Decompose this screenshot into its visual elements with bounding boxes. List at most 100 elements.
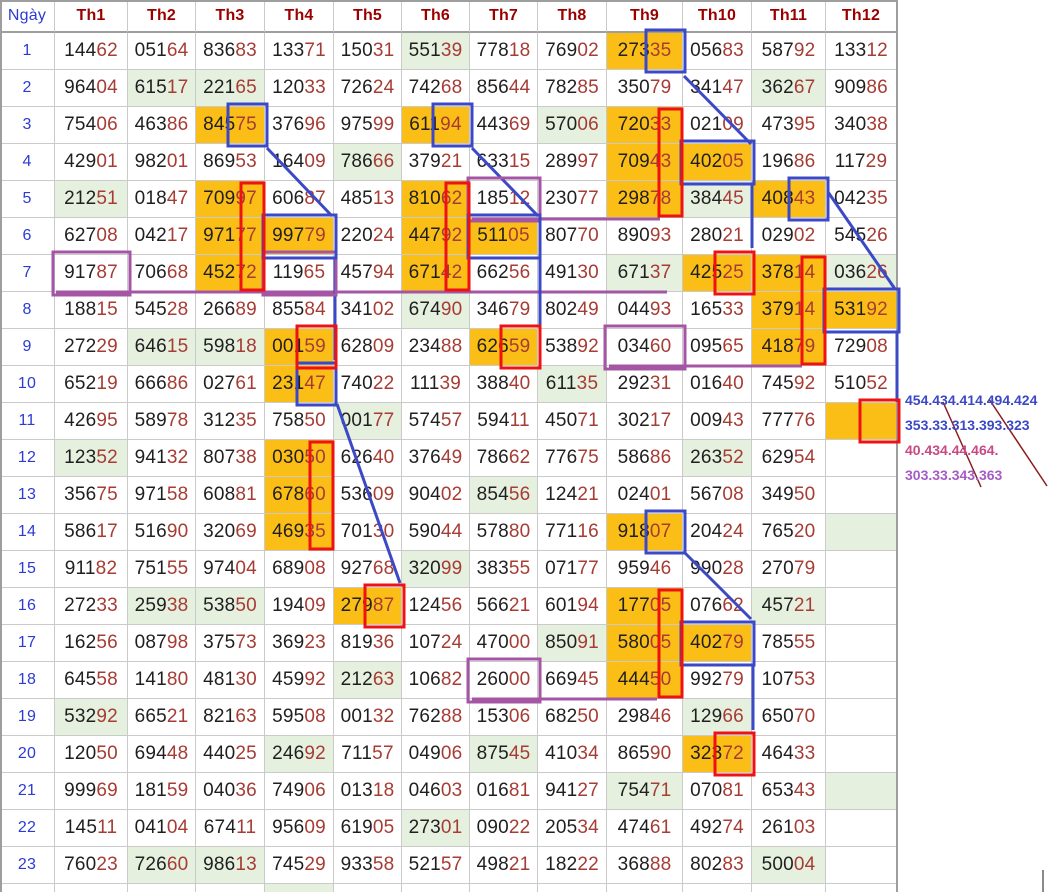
row-number: 19 [0,699,55,736]
scrollbar-fragment[interactable] [1042,870,1044,892]
number-suffix: 79 [722,669,744,690]
table-cell: 669 45 [538,662,607,699]
number-suffix: 62 [96,40,118,61]
table-cell: 298 46 [607,699,683,736]
number-prefix: 933 [340,854,373,875]
number-prefix: 029 [761,225,794,246]
table-cell: 429 01 [55,144,128,181]
number-prefix: 941 [545,780,578,801]
number-prefix: 545 [834,225,867,246]
number-prefix: 782 [545,77,578,98]
number-prefix: 807 [545,225,578,246]
table-cell: 652 19 [55,366,128,403]
table-cell: 538 92 [538,329,607,366]
number-suffix: 50 [96,743,118,764]
table-cell: 566 21 [470,588,538,625]
number-prefix: 974 [203,558,236,579]
number-suffix: 08 [866,336,888,357]
number-suffix: 86 [793,151,816,172]
number-suffix: 59 [304,336,326,357]
table-cell: 474 61 [607,810,683,847]
table-cell: 650 70 [752,699,826,736]
number-suffix: 94 [372,262,395,283]
number-suffix: 87 [304,188,326,209]
number-suffix: 92 [96,706,118,727]
prediction-note-line: 40.434.44.464. [905,442,999,458]
table-cell: 745 92 [752,366,826,403]
number-prefix: 450 [545,410,578,431]
table-cell: 726 24 [334,70,402,107]
table-cell: 459 92 [265,662,334,699]
table-cell: 742 68 [402,70,470,107]
table-cell: 545 28 [128,292,196,329]
number-prefix: 619 [340,817,373,838]
table-cell: 279 87 [334,588,402,625]
number-suffix: 86 [166,373,189,394]
number-prefix: 682 [545,706,578,727]
table-cell: 444 50 [607,662,683,699]
number-suffix: 34 [577,817,599,838]
number-prefix: 749 [272,780,305,801]
number-suffix: 23 [96,854,118,875]
number-prefix: 611 [545,373,577,394]
column-header-month: Th9 [607,0,683,33]
number-prefix: 645 [64,669,97,690]
number-suffix: 79 [793,336,816,357]
number-suffix: 27 [577,780,599,801]
number-prefix: 076 [690,595,723,616]
number-suffix: 69 [235,521,257,542]
table-cell: 162 56 [55,625,128,662]
table-cell: 120 50 [55,736,128,773]
table-cell: 589 78 [128,403,196,440]
number-prefix: 510 [834,373,867,394]
table-cell: 123 52 [55,440,128,477]
number-suffix: 90 [649,743,672,764]
number-prefix: 302 [617,410,650,431]
number-suffix: 38 [235,447,257,468]
number-prefix: 997 [272,225,305,246]
number-suffix: 60 [649,336,672,357]
number-suffix: 14 [793,262,816,283]
table-cell [607,884,683,892]
number-prefix: 689 [272,558,305,579]
table-cell [826,884,897,892]
table-cell: 674 90 [402,292,470,329]
table-cell: 678 60 [265,477,334,514]
table-cell: 340 38 [826,107,897,144]
table-cell: 034 60 [607,329,683,366]
column-header-month: Th12 [826,0,897,33]
number-prefix: 538 [545,336,578,357]
number-suffix: 55 [508,558,531,579]
number-suffix: 04 [235,558,257,579]
table-cell: 567 08 [683,477,752,514]
number-suffix: 15 [508,151,531,172]
number-prefix: 034 [617,336,650,357]
table-cell: 850 91 [538,625,607,662]
number-suffix: 57 [440,854,463,875]
table-cell: 016 81 [470,773,538,810]
number-suffix: 55 [793,632,816,653]
table-cell: 810 62 [402,181,470,218]
number-prefix: 986 [203,854,236,875]
number-suffix: 38 [866,114,888,135]
number-prefix: 628 [340,336,373,357]
table-cell: 111 39 [402,366,470,403]
table-cell: 376 49 [402,440,470,477]
number-suffix: 35 [304,521,326,542]
number-suffix: 22 [372,373,395,394]
number-prefix: 865 [617,743,650,764]
table-cell: 001 32 [334,699,402,736]
number-prefix: 408 [761,188,794,209]
number-prefix: 120 [64,743,97,764]
number-prefix: 626 [476,336,509,357]
number-prefix: 845 [203,114,236,135]
table-cell: 709 43 [607,144,683,181]
number-prefix: 042 [134,225,167,246]
number-suffix: 78 [166,410,189,431]
table-cell: 855 84 [265,292,334,329]
table-cell: 709 97 [196,181,265,218]
table-cell: 545 26 [826,218,897,255]
number-prefix: 459 [272,669,305,690]
number-prefix: 762 [408,706,441,727]
number-prefix: 212 [340,669,373,690]
